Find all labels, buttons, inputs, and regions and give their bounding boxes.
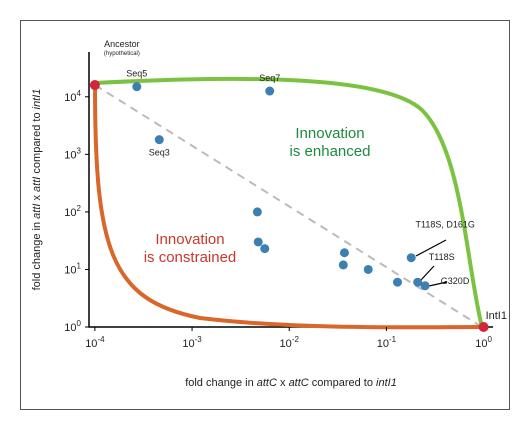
label-part: attC [289, 377, 309, 389]
tick-exponent: -3 [195, 335, 203, 344]
tick-base: 10 [377, 338, 389, 350]
point [265, 86, 275, 96]
label-part: compared to [309, 377, 376, 389]
tick-label: 104 [64, 89, 81, 104]
arrows [415, 239, 448, 287]
annotation: Innovation [155, 231, 224, 248]
point-label: Seq5 [126, 69, 147, 79]
tick-exponent: 1 [77, 261, 82, 270]
frame [20, 20, 510, 410]
tick-label: 100 [64, 319, 81, 334]
endpoint-label: Ancestor [104, 39, 140, 49]
point-label: T118S [429, 252, 455, 262]
label-part: attI [31, 204, 43, 219]
endpoint-sublabel: (hypothetical) [104, 51, 140, 57]
arrow [428, 281, 448, 287]
point-label: Seq7 [259, 73, 280, 83]
tick-exponent: 0 [487, 335, 492, 344]
tick-base: 10 [64, 207, 76, 219]
label-part: attC [257, 377, 277, 389]
tick-base: 10 [64, 92, 76, 104]
tick-label: 100 [475, 335, 492, 350]
point [154, 135, 164, 145]
tick-exponent: -2 [292, 335, 300, 344]
tick-label: 10-2 [280, 335, 300, 350]
tick-exponent: -1 [389, 335, 397, 344]
label-part: x [277, 377, 289, 389]
tick-label: 101 [64, 261, 81, 276]
lower-curve [93, 84, 483, 330]
point [363, 264, 373, 274]
annotation: is constrained [144, 249, 237, 266]
point [413, 277, 423, 287]
point-label: T118S, D161G [416, 220, 475, 230]
tick-exponent: 2 [77, 204, 82, 213]
tick-label: 102 [64, 204, 81, 219]
label-part: compared to [31, 109, 43, 176]
point-label: G320D [441, 276, 470, 286]
point [406, 253, 416, 263]
endpoint [478, 322, 489, 332]
point [338, 260, 348, 270]
ylabel: fold change in attI x attI compared to i… [31, 89, 43, 291]
tick-base: 10 [182, 338, 194, 350]
tick-label: 103 [64, 146, 81, 161]
label-part: attI [31, 177, 43, 192]
upper-curve [94, 76, 484, 328]
tick-base: 10 [475, 338, 487, 350]
tick-base: 10 [64, 264, 76, 276]
label-part: x [31, 192, 43, 204]
point [253, 237, 263, 247]
label-part: fold change in [31, 219, 43, 291]
tick-base: 10 [64, 149, 76, 161]
label-part: fold change in [185, 377, 257, 389]
endpoint [89, 80, 100, 91]
tick-exponent: -4 [97, 335, 105, 344]
annotation: is enhanced [290, 143, 371, 160]
annotation: Innovation [295, 125, 364, 142]
xlabel: fold change in attC x attC compared to i… [185, 377, 397, 389]
label-part: intI1 [376, 377, 397, 389]
diagonal [94, 84, 483, 328]
point [392, 277, 402, 287]
tick-base: 10 [64, 322, 76, 334]
tick-label: 10-1 [377, 335, 397, 350]
tick-base: 10 [85, 338, 97, 350]
label-part: intI1 [31, 89, 43, 110]
point [420, 281, 430, 291]
arrow [420, 265, 435, 281]
tick-label: 10-3 [182, 335, 202, 350]
point-label: Seq3 [149, 148, 170, 158]
point [132, 82, 142, 92]
point [252, 207, 262, 217]
tick-label: 10-4 [85, 335, 105, 350]
point [339, 248, 349, 258]
tick-base: 10 [280, 338, 292, 350]
arrow [415, 239, 447, 257]
tick-exponent: 4 [77, 89, 82, 98]
tick-exponent: 0 [77, 319, 82, 328]
point [260, 244, 270, 254]
tick-exponent: 3 [77, 146, 82, 155]
endpoint-label: IntI1 [486, 310, 507, 322]
